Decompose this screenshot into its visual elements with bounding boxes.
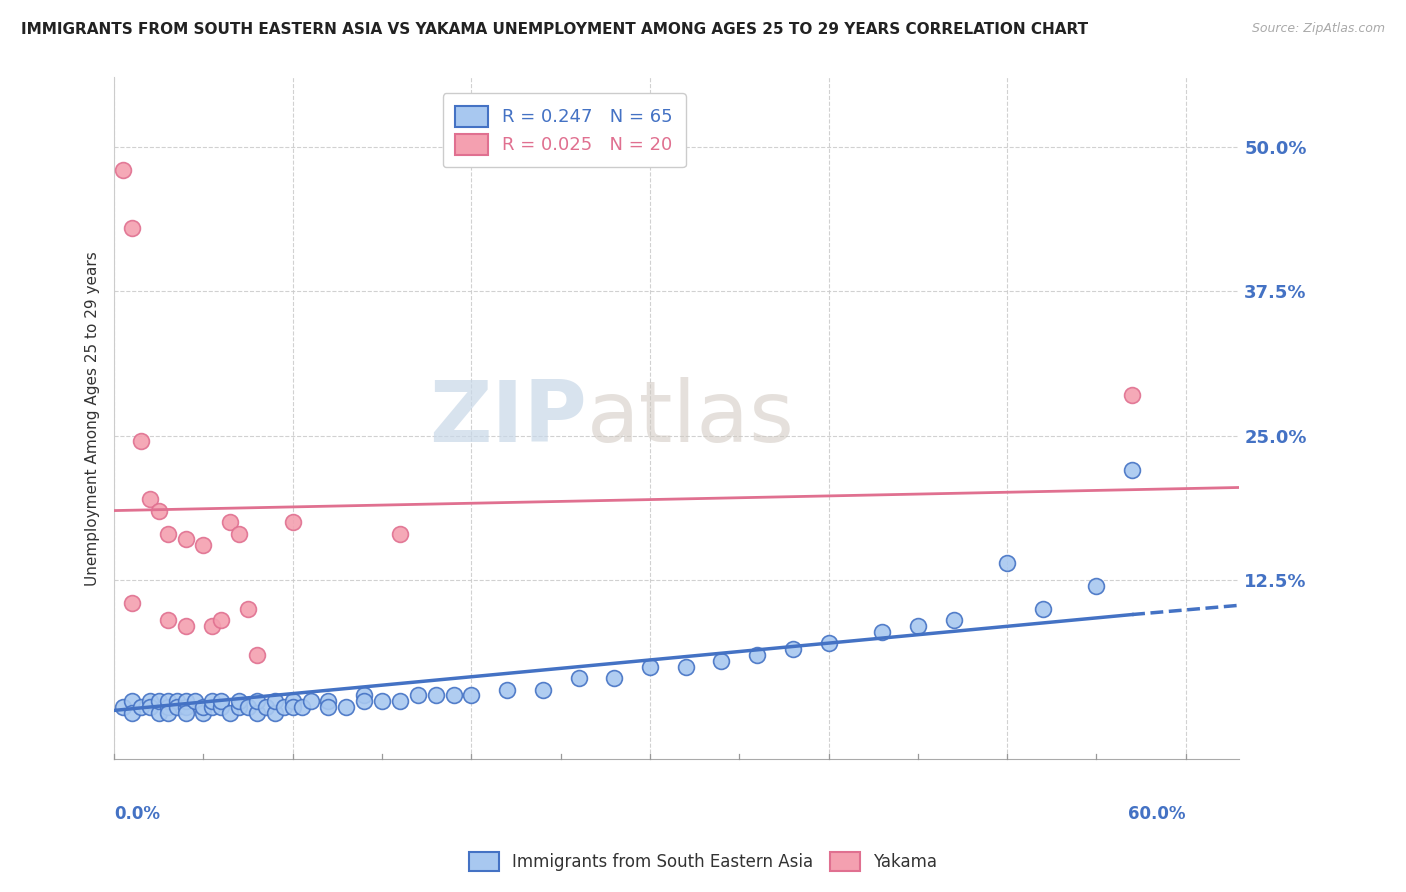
Point bbox=[121, 694, 143, 708]
Point bbox=[817, 636, 839, 650]
Point bbox=[273, 700, 295, 714]
Point bbox=[782, 642, 804, 657]
Point bbox=[907, 619, 929, 633]
Point bbox=[166, 700, 188, 714]
Point bbox=[201, 694, 224, 708]
Point bbox=[264, 694, 287, 708]
Point bbox=[353, 689, 375, 703]
Point bbox=[638, 659, 661, 673]
Point bbox=[1085, 579, 1108, 593]
Point bbox=[166, 694, 188, 708]
Text: 60.0%: 60.0% bbox=[1128, 805, 1185, 823]
Point bbox=[174, 706, 197, 720]
Point bbox=[745, 648, 768, 662]
Point bbox=[139, 700, 162, 714]
Point bbox=[318, 700, 340, 714]
Point bbox=[281, 694, 304, 708]
Point bbox=[870, 624, 893, 639]
Point bbox=[209, 694, 232, 708]
Point bbox=[219, 706, 242, 720]
Point bbox=[388, 694, 411, 708]
Point bbox=[1121, 388, 1143, 402]
Point bbox=[254, 700, 277, 714]
Point bbox=[675, 659, 697, 673]
Point bbox=[236, 601, 259, 615]
Point bbox=[174, 700, 197, 714]
Point bbox=[156, 706, 179, 720]
Point bbox=[531, 682, 554, 697]
Point bbox=[148, 694, 170, 708]
Point bbox=[406, 689, 429, 703]
Point bbox=[209, 700, 232, 714]
Point bbox=[193, 706, 215, 720]
Legend: R = 0.247   N = 65, R = 0.025   N = 20: R = 0.247 N = 65, R = 0.025 N = 20 bbox=[443, 94, 686, 168]
Point bbox=[112, 162, 135, 177]
Point bbox=[201, 700, 224, 714]
Point bbox=[995, 556, 1018, 570]
Legend: Immigrants from South Eastern Asia, Yakama: Immigrants from South Eastern Asia, Yaka… bbox=[460, 843, 946, 880]
Point bbox=[193, 700, 215, 714]
Point bbox=[129, 434, 152, 449]
Text: Source: ZipAtlas.com: Source: ZipAtlas.com bbox=[1251, 22, 1385, 36]
Text: ZIP: ZIP bbox=[429, 376, 586, 459]
Point bbox=[603, 671, 626, 685]
Point bbox=[443, 689, 465, 703]
Point bbox=[1121, 463, 1143, 477]
Point bbox=[174, 694, 197, 708]
Point bbox=[496, 682, 519, 697]
Point bbox=[710, 654, 733, 668]
Point bbox=[942, 613, 965, 627]
Point bbox=[425, 689, 447, 703]
Point bbox=[139, 694, 162, 708]
Point bbox=[228, 694, 250, 708]
Point bbox=[112, 700, 135, 714]
Point bbox=[219, 515, 242, 529]
Point bbox=[148, 706, 170, 720]
Point bbox=[121, 706, 143, 720]
Point bbox=[121, 596, 143, 610]
Point bbox=[264, 706, 287, 720]
Point bbox=[183, 694, 205, 708]
Y-axis label: Unemployment Among Ages 25 to 29 years: Unemployment Among Ages 25 to 29 years bbox=[86, 251, 100, 585]
Point bbox=[148, 503, 170, 517]
Point bbox=[201, 619, 224, 633]
Point bbox=[236, 700, 259, 714]
Point bbox=[156, 694, 179, 708]
Point bbox=[281, 515, 304, 529]
Point bbox=[156, 526, 179, 541]
Point bbox=[174, 533, 197, 547]
Point bbox=[246, 694, 269, 708]
Text: IMMIGRANTS FROM SOUTH EASTERN ASIA VS YAKAMA UNEMPLOYMENT AMONG AGES 25 TO 29 YE: IMMIGRANTS FROM SOUTH EASTERN ASIA VS YA… bbox=[21, 22, 1088, 37]
Point bbox=[291, 700, 314, 714]
Point bbox=[156, 700, 179, 714]
Point bbox=[209, 613, 232, 627]
Point bbox=[567, 671, 589, 685]
Text: 0.0%: 0.0% bbox=[114, 805, 160, 823]
Point bbox=[139, 491, 162, 506]
Point bbox=[299, 694, 322, 708]
Point bbox=[246, 648, 269, 662]
Point bbox=[228, 700, 250, 714]
Point bbox=[281, 700, 304, 714]
Text: atlas: atlas bbox=[586, 376, 794, 459]
Point bbox=[460, 689, 482, 703]
Point bbox=[129, 700, 152, 714]
Point bbox=[121, 220, 143, 235]
Point bbox=[335, 700, 357, 714]
Point bbox=[1032, 601, 1054, 615]
Point bbox=[388, 526, 411, 541]
Point bbox=[318, 694, 340, 708]
Point bbox=[246, 706, 269, 720]
Point bbox=[371, 694, 394, 708]
Point bbox=[353, 694, 375, 708]
Point bbox=[156, 613, 179, 627]
Point bbox=[174, 619, 197, 633]
Point bbox=[228, 526, 250, 541]
Point bbox=[193, 538, 215, 552]
